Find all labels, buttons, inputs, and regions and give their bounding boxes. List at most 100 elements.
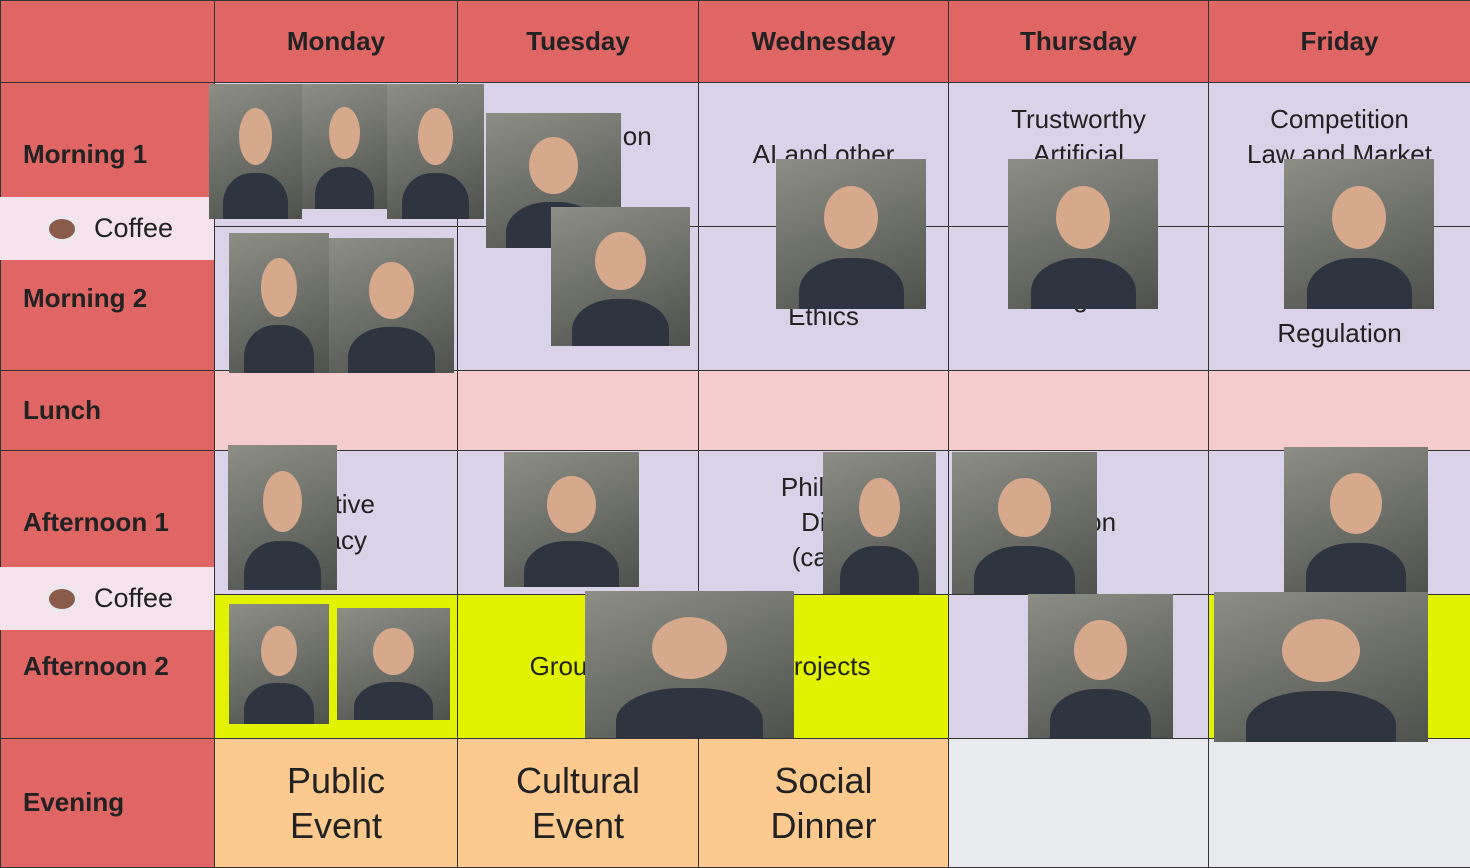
session-cell <box>457 370 699 451</box>
day-header: Friday <box>1208 0 1470 83</box>
coffee-label: Coffee <box>94 583 174 613</box>
day-header: Tuesday <box>457 0 699 83</box>
photo-body <box>1049 689 1152 738</box>
photo-body <box>401 173 470 219</box>
photo-body <box>222 173 289 219</box>
speaker-photo <box>776 159 926 309</box>
day-label: Wednesday <box>751 25 896 56</box>
speaker-photo <box>1284 447 1428 592</box>
row-label: Evening <box>23 787 125 818</box>
session-text: Event <box>531 805 625 846</box>
session-cell <box>1208 370 1470 451</box>
day-label: Friday <box>1300 25 1379 56</box>
photo-body <box>244 683 314 724</box>
photo-head <box>1330 473 1382 534</box>
day-label: Thursday <box>1019 25 1138 56</box>
photo-head <box>859 477 900 538</box>
photo-body <box>244 540 321 590</box>
speaker-photo <box>1284 159 1434 309</box>
photo-head <box>1056 186 1110 249</box>
day-header: Thursday <box>948 0 1209 83</box>
photo-head <box>998 477 1051 538</box>
row-header: Evening <box>0 738 215 868</box>
session-cell: Public Event <box>214 738 458 868</box>
day-header: Wednesday <box>698 0 949 83</box>
speaker-photo <box>229 604 329 724</box>
speaker-photo <box>1008 159 1158 309</box>
photo-head <box>262 471 303 532</box>
coffee-break: Coffee <box>0 197 214 260</box>
photo-body <box>347 327 436 373</box>
photo-head <box>824 186 878 249</box>
row-label: Afternoon 1 <box>23 506 169 537</box>
speaker-photo <box>229 233 329 373</box>
session-cell: Social Dinner <box>698 738 949 868</box>
photo-head <box>547 476 596 533</box>
session-cell <box>948 738 1209 868</box>
speaker-photo <box>585 591 794 738</box>
row-label: Lunch <box>23 394 101 425</box>
speaker-photo <box>504 452 639 587</box>
photo-body <box>244 325 314 373</box>
photo-body <box>524 541 619 587</box>
photo-head <box>1074 619 1127 681</box>
photo-head <box>595 232 646 291</box>
session-text: Social <box>774 760 873 801</box>
photo-head <box>261 258 297 317</box>
speaker-photo <box>551 207 690 346</box>
photo-head <box>418 108 453 165</box>
photo-head <box>1282 619 1360 682</box>
coffee-break: Coffee <box>0 567 214 630</box>
photo-body <box>616 688 763 738</box>
speaker-photo <box>952 452 1097 594</box>
row-label: Afternoon 2 <box>23 650 169 681</box>
session-text: Trustworthy <box>1011 103 1146 134</box>
session-cell <box>1208 738 1470 868</box>
photo-body <box>571 298 670 346</box>
photo-body <box>1305 542 1407 592</box>
photo-head <box>238 108 273 165</box>
photo-body <box>973 545 1076 594</box>
coffee-icon <box>46 215 78 242</box>
photo-head <box>1332 186 1386 249</box>
day-label: Monday <box>286 25 386 56</box>
speaker-photo <box>823 452 936 594</box>
day-header: Monday <box>214 0 458 83</box>
corner-cell <box>0 0 215 83</box>
photo-head <box>329 106 360 159</box>
session-cell <box>698 370 949 451</box>
photo-head <box>529 137 578 194</box>
session-text: Cultural <box>515 760 641 801</box>
photo-body <box>314 166 375 209</box>
speaker-photo <box>1028 594 1173 738</box>
session-cell: Cultural Event <box>457 738 699 868</box>
photo-body <box>1306 258 1412 309</box>
session-text: Regulation <box>1277 318 1402 349</box>
photo-head <box>373 628 414 676</box>
row-label: Morning 1 <box>23 138 148 169</box>
speaker-photo <box>337 608 450 720</box>
photo-head <box>369 262 414 319</box>
day-label: Tuesday <box>526 25 630 56</box>
photo-body <box>353 681 434 720</box>
speaker-photo <box>302 84 387 209</box>
speaker-photo <box>329 238 454 373</box>
photo-body <box>1246 691 1396 742</box>
speaker-photo <box>1214 592 1428 742</box>
photo-body <box>798 258 904 309</box>
coffee-label: Coffee <box>94 213 174 243</box>
photo-body <box>1030 258 1136 309</box>
photo-head <box>261 625 297 676</box>
speaker-photo <box>228 445 337 590</box>
photo-head <box>651 617 728 680</box>
speaker-photo <box>209 84 302 219</box>
session-cell <box>948 370 1209 451</box>
photo-body <box>839 545 920 594</box>
row-label: Morning 2 <box>23 282 148 313</box>
session-text: Public <box>286 760 386 801</box>
coffee-icon <box>46 585 78 612</box>
session-text: Competition <box>1270 103 1409 134</box>
session-text: Dinner <box>770 805 877 846</box>
speaker-photo <box>387 84 484 219</box>
